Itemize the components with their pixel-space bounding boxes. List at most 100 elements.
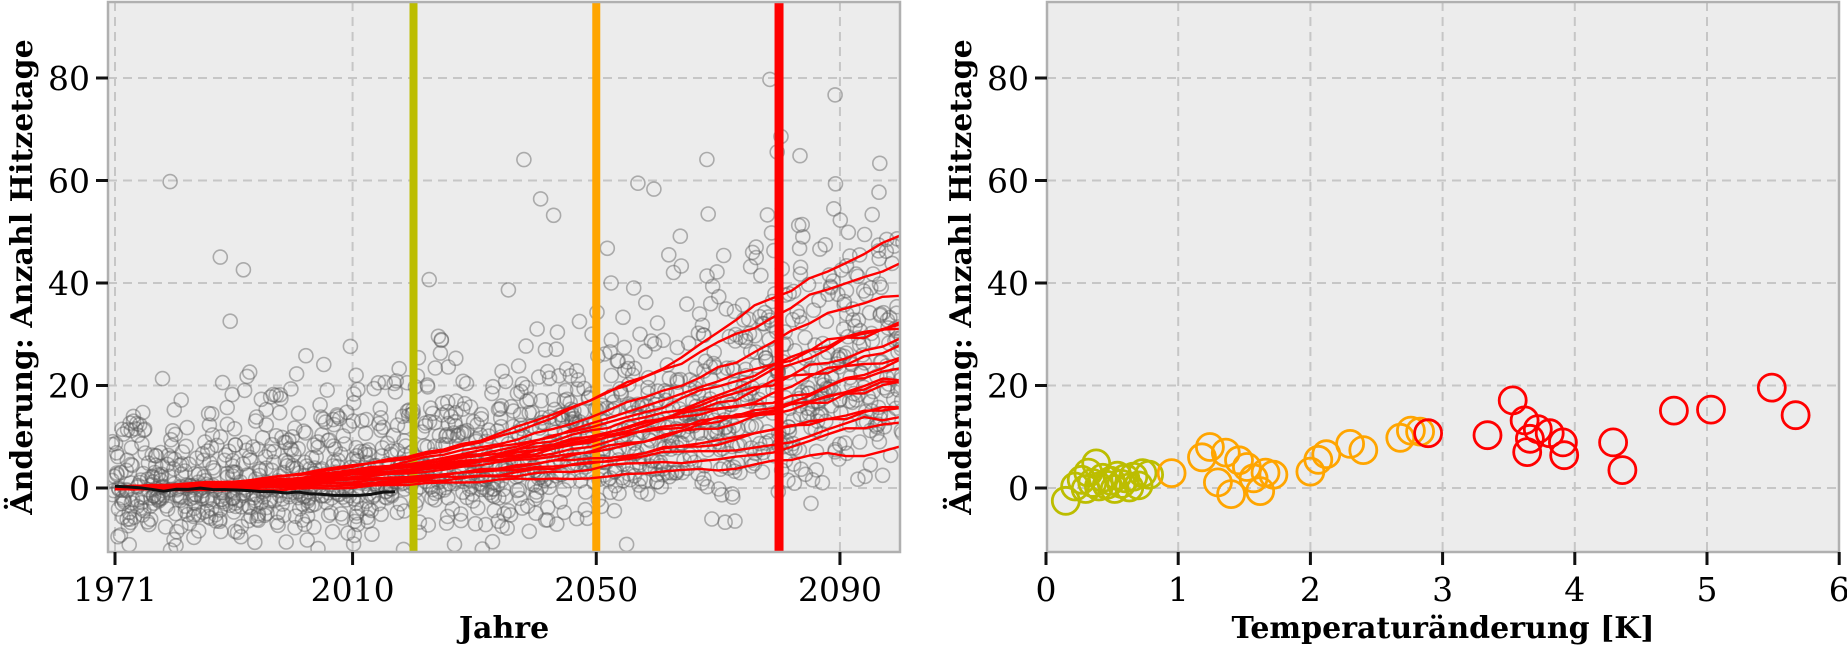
scatter-point [827,441,844,458]
scatter-point [439,394,456,410]
scatter-point-red [1696,394,1726,425]
scatter-point [514,376,531,392]
scatter-point [808,443,825,460]
scatter-point [827,176,844,192]
scatter-point [603,275,619,291]
scatter-point [370,374,387,391]
scatter-point [752,441,769,458]
scatter-point [737,333,754,349]
scatter-point-red [1548,427,1578,458]
scatter-point [836,296,853,313]
scatter-point [286,420,303,436]
scatter-point [157,519,174,535]
scatter-point [678,296,695,312]
scatter-point [473,406,490,423]
scatter-point [242,452,259,469]
scatter-point [258,417,275,433]
scatter-point [732,464,748,481]
scatter-point [893,393,900,409]
scatter-point-red [1780,400,1811,431]
scatter-point [249,441,266,457]
scatter-point [717,514,733,531]
ensemble-line [114,327,900,489]
scatter-point [329,407,345,423]
scatter-point-red [1598,427,1628,458]
scatter-point [524,404,541,421]
scatter-point [212,249,229,265]
scatter-point [784,311,801,328]
scatter-point [141,516,157,533]
scatter-point [280,432,297,448]
scatter-point [320,432,336,449]
scatter-point [129,498,145,515]
scatter-point [383,486,400,503]
scatter-point [669,374,686,391]
scatter-point [726,463,743,480]
scatter-point [700,206,717,222]
scatter-point [427,414,443,431]
scatter-point [243,508,259,525]
scatter-point [129,492,146,508]
x-tick-label: 2090 [798,570,882,609]
scatter-point [692,425,709,442]
scatter-point [108,444,125,461]
scatter-point [727,326,744,343]
scatter-point [166,531,182,548]
scatter-point [276,434,293,451]
scatter-point [290,405,307,422]
x-tick-label: 2 [1300,570,1321,609]
scatter-point [566,410,583,427]
scatter-point [514,500,531,516]
scatter-point [477,516,494,533]
scatter-point [248,409,265,425]
scatter-point [235,261,252,278]
scatter-point [524,476,541,492]
scatter-point [439,508,456,525]
scatter-point [373,422,389,439]
scatter-point-red [1522,414,1553,445]
scatter-point [350,381,366,398]
scatter-point [527,490,543,507]
scatter-point [522,391,538,408]
scatter-point [137,445,153,461]
scatter-point [751,391,768,408]
scatter-point [609,353,626,369]
scatter-point [195,504,211,521]
scatter-point [869,426,885,442]
scatter-point [212,502,228,518]
scatter-point [492,400,508,417]
scatter-point [225,452,241,469]
scatter-point [503,398,520,415]
scatter-point [839,445,855,462]
scatter-point [392,496,409,512]
scatter-point [532,191,549,207]
scatter-point [194,445,211,462]
scatter-point [150,466,167,483]
scatter-point [490,513,507,530]
scatter-point [615,309,631,326]
scatter-point [294,512,311,528]
scatter-point [820,286,836,303]
scatter-point [828,356,845,372]
scatter-point [661,370,678,387]
scatter-point [557,382,574,399]
scatter-point [172,457,188,474]
scatter-point [505,403,522,419]
scatter-point [486,502,503,519]
scatter-point [499,520,516,536]
scatter-point [785,412,802,428]
scatter-point [195,452,212,469]
scatter-point [558,361,575,377]
scatter-point [346,527,363,544]
scatter-point [727,513,743,529]
scatter-point [204,427,221,443]
scatter-point [626,467,643,484]
scatter-point-orange [1216,479,1246,510]
scatter-point [696,457,713,474]
scatter-point [704,511,720,527]
scatter-point [110,448,126,465]
scatter-point [241,364,258,380]
scatter-point [127,420,144,437]
scatter-point [459,422,475,439]
scatter-point [136,421,153,438]
